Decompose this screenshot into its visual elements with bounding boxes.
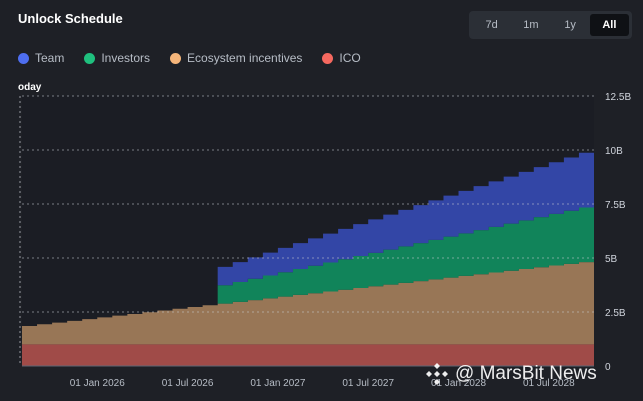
x-tick-label: 01 Jan 2026 <box>70 378 125 389</box>
area-ico <box>22 344 594 366</box>
range-all-button[interactable]: All <box>589 14 629 36</box>
watermark-text: @ MarsBit News <box>455 363 597 384</box>
range-7d-button[interactable]: 7d <box>485 19 498 31</box>
y-tick-label: 12.5B <box>605 92 631 103</box>
marsbit-watermark: @ MarsBit News <box>425 362 597 386</box>
legend-item-investors[interactable]: Investors <box>84 51 150 65</box>
range-1y-button[interactable]: 1y <box>564 19 576 31</box>
legend-label-ecosystem: Ecosystem incentives <box>187 51 303 65</box>
x-tick-label: 01 Jan 2028 <box>431 378 486 389</box>
chart-legend: Team Investors Ecosystem incentives ICO <box>18 51 381 65</box>
y-tick-label: 5B <box>605 254 618 265</box>
y-tick-label: 0 <box>605 362 611 373</box>
x-tick-label: 01 Jul 2027 <box>342 378 394 389</box>
y-tick-label: 10B <box>605 146 623 157</box>
legend-label-team: Team <box>35 51 65 65</box>
legend-dot-investors <box>84 52 96 64</box>
area-investors <box>22 204 594 327</box>
marsbit-logo-icon <box>426 363 448 385</box>
x-tick-label: 01 Jul 2026 <box>162 378 214 389</box>
legend-label-investors: Investors <box>101 51 151 65</box>
range-1m-button[interactable]: 1m <box>523 19 539 31</box>
y-tick-label: 7.5B <box>605 200 626 211</box>
legend-item-ico[interactable]: ICO <box>322 51 361 65</box>
legend-label-ico: ICO <box>339 51 361 65</box>
area-ecosystem-incentives <box>22 260 594 345</box>
x-tick-label: 01 Jan 2027 <box>250 378 305 389</box>
x-tick-label: 01 Jul 2028 <box>523 378 575 389</box>
legend-dot-team <box>18 52 29 64</box>
time-range-selector: 7d 1m 1y All <box>469 11 632 39</box>
today-marker-label: oday <box>18 82 42 93</box>
legend-dot-ecosystem <box>170 52 182 64</box>
legend-item-ecosystem[interactable]: Ecosystem incentives <box>170 51 302 65</box>
y-tick-label: 2.5B <box>605 308 626 319</box>
legend-item-team[interactable]: Team <box>18 51 64 65</box>
chart-title: Unlock Schedule <box>18 11 123 26</box>
legend-dot-ico <box>322 52 334 64</box>
